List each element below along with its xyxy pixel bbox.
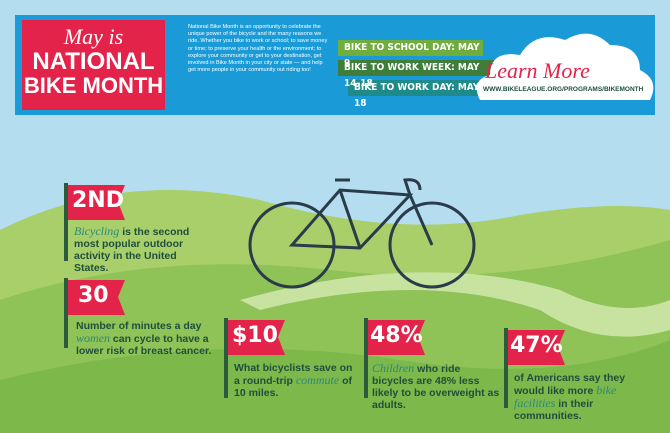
emphasis: commute: [295, 373, 340, 387]
text: in their communities.: [514, 398, 594, 422]
emphasis: Children: [372, 361, 415, 375]
stat: 30: [78, 283, 109, 308]
url[interactable]: WWW.BIKELEAGUE.ORG/PROGRAMS/BIKEMONTH: [483, 86, 644, 93]
event-bar: [338, 40, 483, 56]
text: Number of minutes a day: [76, 320, 202, 332]
stat: $10: [232, 323, 278, 348]
description: National Bike Month is an opportunity to…: [188, 24, 328, 74]
text: who ride bicycles are 48% less likely to…: [372, 363, 500, 411]
text: of 10 miles.: [234, 375, 352, 399]
emphasis: bike facilities: [514, 383, 617, 410]
title-line: BIKE MONTH: [23, 73, 164, 98]
cloud: [476, 33, 654, 100]
hill: [0, 340, 670, 433]
bicycle: [248, 178, 476, 289]
stat: 48%: [370, 323, 423, 348]
stat: 47%: [510, 333, 563, 358]
learn-more[interactable]: Learn More: [485, 58, 590, 83]
text: is the second most popular outdoor activ…: [74, 226, 190, 274]
title: May is NATIONAL BIKE MONTH: [22, 24, 165, 98]
flags: [64, 183, 565, 408]
emphasis: women: [76, 331, 110, 345]
title-line: May is: [63, 24, 124, 49]
fact-text: Bicycling is the second most popular out…: [74, 225, 214, 274]
event: BIKE TO WORK WEEK: MAY 14-18: [344, 62, 480, 89]
title-banner: [22, 20, 165, 110]
fact-text: Children who ride bicycles are 48% less …: [372, 362, 502, 411]
event: BIKE TO SCHOOL DAY: MAY 9: [344, 42, 480, 69]
text: What bicyclists save on a round-trip: [234, 362, 353, 387]
text: of Americans say they would like more: [514, 372, 626, 397]
path: [240, 272, 670, 337]
event-bar: [338, 60, 498, 76]
fact-text: Number of minutes a day women can cycle …: [76, 320, 221, 357]
emphasis: Bicycling: [74, 224, 120, 238]
stat: 2ND: [72, 188, 124, 213]
title-line: NATIONAL: [32, 48, 155, 75]
text: can cycle to have a lower risk of breast…: [76, 333, 212, 357]
fact-text: What bicyclists save on a round-trip com…: [234, 362, 359, 399]
fact-text: of Americans say they would like more bi…: [514, 372, 654, 422]
event: BIKE TO WORK DAY: MAY 18: [354, 82, 480, 109]
event-bar: [348, 80, 483, 96]
